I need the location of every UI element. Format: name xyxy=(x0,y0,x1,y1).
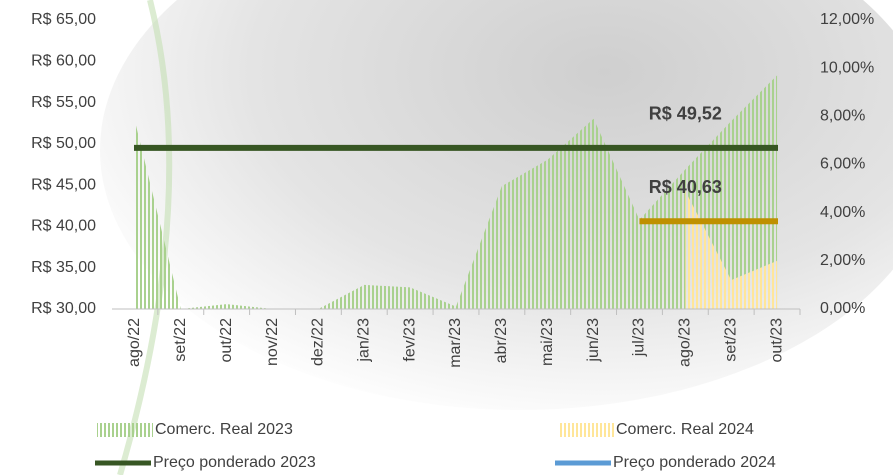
y2-tick-label: 12,00% xyxy=(820,11,874,28)
x-tick-label: mar/23 xyxy=(447,318,464,368)
y-tick-label: R$ 50,00 xyxy=(31,135,96,152)
x-tick-label: ago/23 xyxy=(677,318,694,367)
x-tick-label: set/23 xyxy=(722,318,739,362)
x-tick-label: nov/22 xyxy=(264,318,281,366)
data-label: R$ 40,63 xyxy=(649,177,722,197)
y-tick-label: R$ 45,00 xyxy=(31,176,96,193)
legend-label: Preço ponderado 2023 xyxy=(153,454,316,471)
x-tick-label: out/23 xyxy=(768,318,785,363)
legend-label: Comerc. Real 2023 xyxy=(155,421,293,438)
y2-tick-label: 6,00% xyxy=(820,156,865,173)
x-tick-label: jun/23 xyxy=(585,318,602,363)
x-tick-label: fev/23 xyxy=(401,318,418,362)
y-tick-label: R$ 55,00 xyxy=(31,94,96,111)
x-tick-label: dez/22 xyxy=(310,318,327,366)
x-tick-label: set/22 xyxy=(172,318,189,362)
chart: R$ 30,00 R$ 35,00 R$ 40,00 R$ 45,00 R$ 50,00… xyxy=(0,0,893,475)
data-label: R$ 49,52 xyxy=(649,104,722,124)
y2-tick-label: 10,00% xyxy=(820,59,874,76)
y2-tick-label: 8,00% xyxy=(820,108,865,125)
x-tick-label: mai/23 xyxy=(539,318,556,366)
y-tick-label: R$ 60,00 xyxy=(31,53,96,70)
y-tick-label: R$ 40,00 xyxy=(31,218,96,235)
y2-tick-label: 2,00% xyxy=(820,252,865,269)
y-tick-label: R$ 65,00 xyxy=(31,11,96,28)
y2-tick-label: 4,00% xyxy=(820,204,865,221)
legend-swatch xyxy=(97,423,153,437)
x-tick-label: ago/22 xyxy=(126,318,143,367)
x-tick-label: jul/23 xyxy=(631,318,648,357)
legend-label: Comerc. Real 2024 xyxy=(616,421,754,438)
x-tick-label: abr/23 xyxy=(493,318,510,363)
x-tick-label: out/22 xyxy=(218,318,235,363)
y-tick-label: R$ 30,00 xyxy=(31,300,96,317)
y2-tick-label: 0,00% xyxy=(820,300,865,317)
y-tick-label: R$ 35,00 xyxy=(31,259,96,276)
x-tick-label: jan/23 xyxy=(355,318,372,363)
legend-label: Preço ponderado 2024 xyxy=(613,454,776,471)
legend-swatch xyxy=(558,423,614,437)
